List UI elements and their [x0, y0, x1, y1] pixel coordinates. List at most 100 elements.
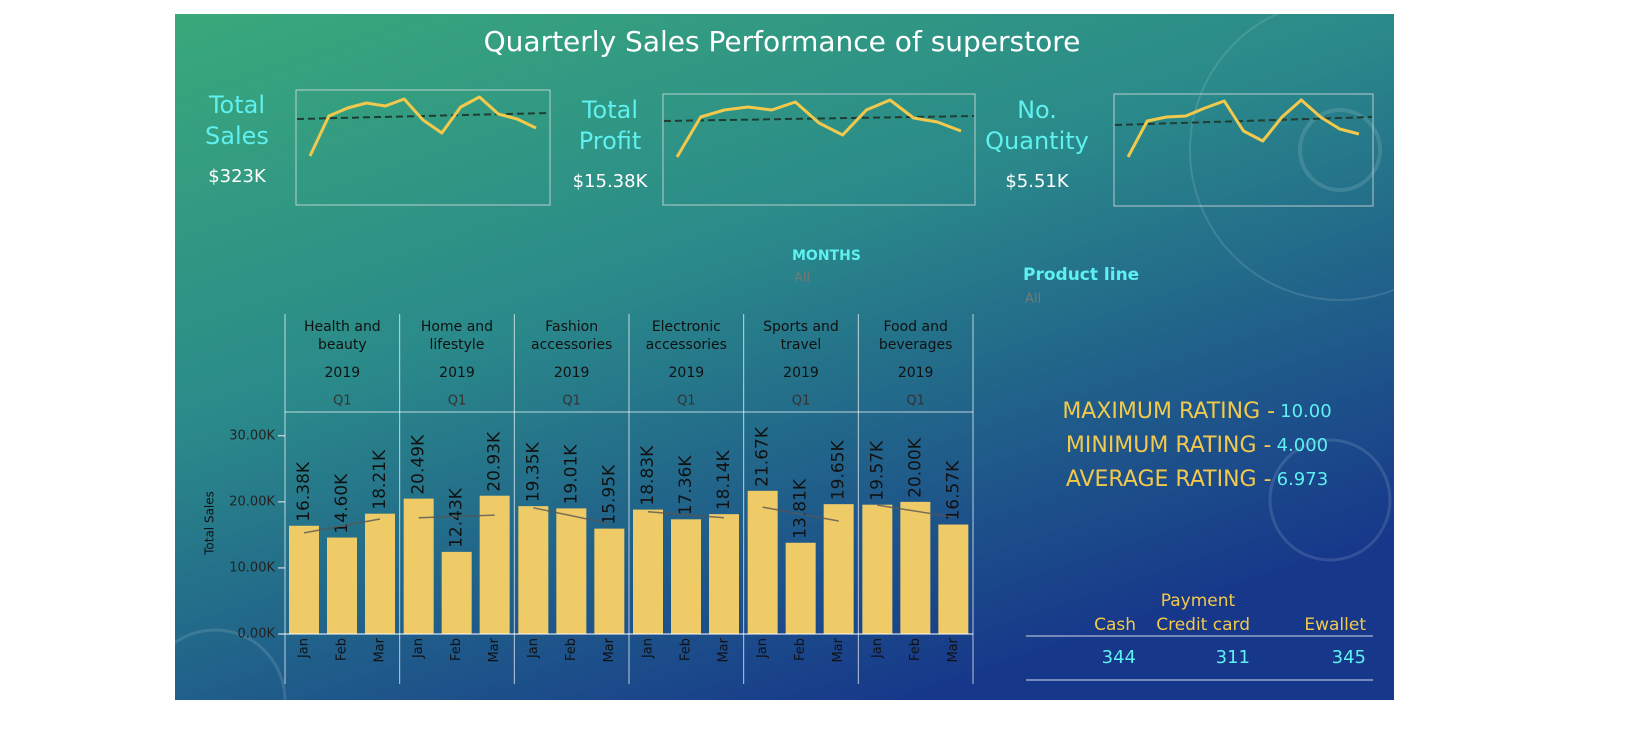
- x-tick-label: Feb: [564, 638, 579, 661]
- value-label: 21.67K: [753, 426, 773, 487]
- trend-line: [647, 511, 725, 519]
- rating: MAXIMUM RATING - 10.00: [1062, 399, 1331, 424]
- x-tick-label: Jan: [870, 638, 885, 659]
- bar: [785, 542, 816, 634]
- x-tick-label: Feb: [679, 638, 694, 661]
- rating: MINIMUM RATING - 4.000: [1066, 433, 1328, 458]
- dashboard-title: Quarterly Sales Performance of superstor…: [484, 25, 1081, 58]
- filter-title: MONTHS: [792, 248, 861, 264]
- bar: [862, 504, 893, 634]
- x-tick-label: Jan: [755, 638, 770, 659]
- panel-name: Electronic accessories: [645, 319, 727, 354]
- panel-year: 2019: [439, 365, 475, 382]
- value-label: 15.95K: [599, 464, 619, 525]
- y-tick-label: 10.00K: [229, 560, 275, 575]
- value-label: 13.81K: [791, 478, 811, 539]
- trend-line: [418, 514, 495, 519]
- bar: [671, 519, 701, 634]
- value-label: 18.21K: [370, 449, 390, 510]
- panel-year: 2019: [324, 365, 361, 382]
- bar: [938, 524, 969, 634]
- bar: [403, 498, 434, 634]
- kpi-title: Total Sales: [205, 91, 269, 151]
- sparkline-frame: [1113, 93, 1374, 207]
- rating-value: 10.00: [1280, 401, 1332, 422]
- trend-line: [663, 115, 975, 122]
- x-tick-label: Feb: [335, 638, 350, 661]
- panel-year: 2019: [783, 365, 819, 382]
- x-tick-label: Mar: [717, 637, 732, 662]
- bar: [365, 513, 395, 634]
- kpi-box: Total Sales $323K: [182, 90, 292, 200]
- trend-line: [877, 504, 954, 518]
- x-tick-label: Mar: [487, 637, 502, 662]
- payment-column: Ewallet: [1304, 615, 1366, 635]
- panel-header-box: Home and lifestyle 2019: [404, 318, 511, 390]
- y-axis-title: Total Sales: [203, 491, 217, 556]
- value-label: 12.43K: [447, 487, 467, 548]
- x-tick-label: Jan: [411, 638, 426, 659]
- trend-line: [533, 507, 610, 525]
- kpi-value: $323K: [208, 166, 266, 188]
- panel-quarter: Q1: [333, 394, 352, 409]
- value-label: 16.38K: [294, 461, 314, 522]
- panel-quarter: Q1: [562, 394, 581, 409]
- sparkline: [675, 98, 962, 158]
- kpi-value: $15.38K: [572, 171, 648, 193]
- panel-year: 2019: [553, 365, 590, 382]
- trend-line: [762, 506, 839, 522]
- bar: [479, 495, 510, 634]
- panel-year: 2019: [897, 365, 934, 382]
- payment-title: Payment: [1161, 591, 1236, 611]
- rating-label: MAXIMUM RATING -: [1062, 399, 1275, 424]
- value-label: 20.49K: [409, 434, 429, 495]
- value-label: 19.65K: [829, 440, 849, 501]
- kpi: Total Profit $15.38K: [555, 95, 665, 205]
- panel-header: Health and beauty 2019: [304, 319, 381, 382]
- panel-quarter: Q1: [792, 394, 811, 409]
- x-tick-label: Mar: [831, 637, 846, 662]
- payment-value: 311: [1216, 647, 1250, 668]
- decoration: [143, 0, 1491, 746]
- panel-header: Electronic accessories 2019: [633, 318, 740, 390]
- kpi-box: Total Profit $15.38K: [555, 95, 665, 205]
- rating-value: 4.000: [1277, 435, 1329, 456]
- value-label: 18.14K: [714, 449, 734, 510]
- panel-header: Sports and travel 2019: [748, 318, 855, 390]
- panel-name: Fashion accessories: [531, 319, 613, 354]
- rating-label: MINIMUM RATING -: [1066, 433, 1272, 458]
- kpi-box: No. Quantity $5.51K: [982, 95, 1092, 205]
- trend-line: [296, 112, 550, 120]
- sparkline: [1126, 98, 1360, 158]
- bar: [823, 504, 854, 634]
- panel-header: Fashion accessories 2019: [518, 318, 625, 390]
- trend-line: [303, 518, 381, 534]
- bar: [518, 506, 549, 634]
- bar: [289, 525, 319, 634]
- filter-value: All: [794, 271, 810, 286]
- kpi-title: Total Profit: [578, 96, 642, 156]
- y-tick-label: 30.00K: [229, 428, 275, 443]
- panel-year: 2019: [668, 365, 705, 382]
- panel-header-box: Sports and travel 2019: [748, 318, 855, 390]
- value-label: 19.35K: [523, 441, 543, 502]
- panel-header-box: Fashion accessories 2019: [518, 318, 625, 390]
- y-tick-label: 0.00K: [238, 627, 276, 642]
- bar: [327, 537, 357, 634]
- payment-column: Cash: [1094, 615, 1136, 635]
- sparkline-frame: [662, 93, 976, 206]
- bar: [747, 490, 778, 634]
- bar: [594, 528, 625, 634]
- sparkline-frame: [295, 89, 551, 206]
- value-label: 16.57K: [943, 460, 963, 521]
- payment-value: 345: [1332, 647, 1366, 668]
- kpi-title: No. Quantity: [985, 96, 1089, 156]
- y-tick-label: 20.00K: [229, 494, 275, 509]
- panel-header-box: Electronic accessories 2019: [633, 318, 740, 390]
- rating-label: AVERAGE RATING -: [1066, 467, 1272, 492]
- kpi: Total Sales $323K: [182, 90, 292, 200]
- bar: [556, 508, 587, 634]
- payment-column: Credit card: [1156, 615, 1250, 635]
